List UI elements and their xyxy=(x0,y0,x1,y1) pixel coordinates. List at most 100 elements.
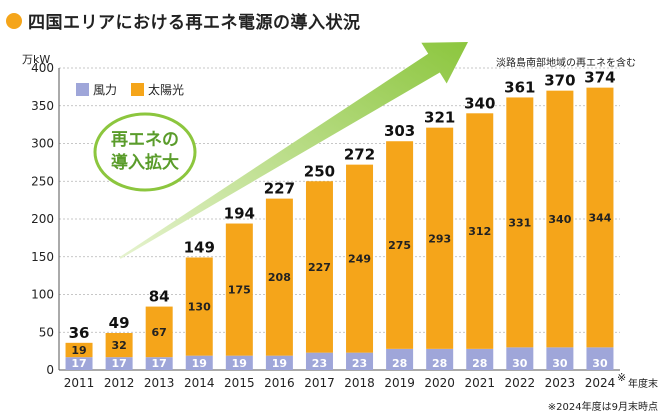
footnote: ※2024年度は9月末時点 xyxy=(547,402,658,413)
data-label-solar: 130 xyxy=(188,301,211,314)
data-label-total: 194 xyxy=(224,205,255,223)
legend-swatch-wind xyxy=(76,83,89,96)
y-tick-label: 250 xyxy=(31,174,54,188)
data-label-solar: 340 xyxy=(548,213,571,226)
data-label-solar: 312 xyxy=(468,225,491,238)
chart-title: 四国エリアにおける再エネ電源の導入状況 xyxy=(28,13,361,33)
bar-segment-wind xyxy=(105,357,133,370)
x-tick-label: 2016 xyxy=(264,376,295,390)
bar-segment-wind xyxy=(586,347,614,370)
bar-segment-solar xyxy=(265,198,293,356)
bar-segment-solar xyxy=(346,164,374,353)
legend-label-wind: 風力 xyxy=(93,83,118,97)
bar-segment-wind xyxy=(346,352,374,370)
data-label-total: 361 xyxy=(504,78,535,96)
data-label-wind: 30 xyxy=(512,357,528,370)
data-label-wind: 30 xyxy=(552,357,568,370)
legend-label-solar: 太陽光 xyxy=(148,83,185,97)
bar-segment-solar xyxy=(426,127,454,349)
y-tick-label: 400 xyxy=(31,61,54,75)
data-label-total: 272 xyxy=(344,146,375,164)
x-axis-suffix: 年度末 xyxy=(628,377,658,390)
data-label-wind: 30 xyxy=(592,357,608,370)
x-tick-label: 2020 xyxy=(424,376,455,390)
data-label-total: 227 xyxy=(264,180,295,198)
callout-line-2: 導入拡大 xyxy=(111,152,179,173)
bar-segment-wind xyxy=(145,357,173,370)
data-label-total: 36 xyxy=(69,324,90,342)
data-label-wind: 23 xyxy=(312,357,327,370)
data-label-solar: 227 xyxy=(308,261,331,274)
bar-segment-solar xyxy=(225,223,253,356)
data-label-solar: 32 xyxy=(111,339,126,352)
legend-swatch-solar xyxy=(131,83,145,96)
data-label-wind: 17 xyxy=(111,357,126,370)
data-label-total: 149 xyxy=(184,239,215,257)
x-tick-label: 2019 xyxy=(384,376,415,390)
y-tick-label: 350 xyxy=(31,99,54,113)
data-label-solar: 293 xyxy=(428,232,451,245)
scope-note: 淡路島南部地域の再エネを含む xyxy=(496,58,636,69)
callout-line-1: 再エネの xyxy=(111,130,179,150)
x-tick-label: 2024 xyxy=(585,376,616,390)
data-label-total: 250 xyxy=(304,162,335,180)
data-label-total: 374 xyxy=(584,69,615,87)
bar-segment-wind xyxy=(426,348,454,370)
bar-segment-solar xyxy=(305,181,333,353)
data-label-solar: 19 xyxy=(71,344,86,357)
y-tick-label: 300 xyxy=(31,137,54,151)
bar-segment-solar xyxy=(145,306,173,358)
title-area: 四国エリアにおける再エネ電源の導入状況 xyxy=(6,8,361,33)
y-tick-label: 0 xyxy=(46,363,54,377)
legend-item-wind: 風力 xyxy=(76,81,117,98)
bar-segment-wind xyxy=(305,352,333,370)
data-label-solar: 249 xyxy=(348,253,371,266)
data-label-total: 84 xyxy=(149,288,170,306)
data-label-wind: 28 xyxy=(432,357,447,370)
bar-segment-wind xyxy=(386,348,414,370)
y-tick-label: 150 xyxy=(31,250,54,264)
y-tick-label: 100 xyxy=(31,288,54,302)
bar-segment-wind xyxy=(265,355,293,370)
bar-segment-wind xyxy=(225,355,253,370)
data-label-wind: 19 xyxy=(272,357,287,370)
bar-segment-wind xyxy=(65,357,93,370)
data-label-wind: 17 xyxy=(71,357,86,370)
data-label-total: 340 xyxy=(464,94,495,112)
title-bullet-icon xyxy=(6,12,22,29)
y-tick-label: 50 xyxy=(39,325,54,339)
data-label-wind: 28 xyxy=(392,357,407,370)
x-axis-note-mark: ※ xyxy=(617,371,626,384)
data-label-solar: 67 xyxy=(152,326,167,339)
data-label-solar: 275 xyxy=(388,239,411,252)
bar-segment-solar xyxy=(466,113,494,349)
data-label-wind: 17 xyxy=(152,357,167,370)
data-label-solar: 208 xyxy=(268,271,291,284)
data-label-wind: 19 xyxy=(192,357,207,370)
x-tick-label: 2015 xyxy=(224,376,255,390)
data-label-total: 303 xyxy=(384,122,415,140)
x-tick-label: 2012 xyxy=(104,376,135,390)
data-label-total: 321 xyxy=(424,109,455,127)
growth-arrow-icon xyxy=(119,42,468,259)
bar-segment-solar xyxy=(65,342,93,358)
legend: 風力 太陽光 xyxy=(76,81,198,98)
data-label-total: 370 xyxy=(544,72,575,90)
x-tick-label: 2022 xyxy=(505,376,536,390)
x-tick-label: 2013 xyxy=(144,376,175,390)
bar-segment-solar xyxy=(506,97,534,348)
bar-segment-wind xyxy=(185,355,213,370)
bar-segment-solar xyxy=(546,90,574,348)
data-label-solar: 331 xyxy=(508,216,531,229)
data-label-wind: 23 xyxy=(352,357,367,370)
x-tick-label: 2011 xyxy=(64,376,95,390)
legend-item-solar: 太陽光 xyxy=(131,81,184,98)
bar-segment-wind xyxy=(546,347,574,370)
data-label-solar: 344 xyxy=(588,211,611,224)
bar-segment-wind xyxy=(506,347,534,370)
data-label-wind: 19 xyxy=(232,357,247,370)
data-label-solar: 175 xyxy=(228,284,251,297)
bar-segment-solar xyxy=(586,87,614,348)
y-axis-unit: 万kW xyxy=(22,53,51,66)
